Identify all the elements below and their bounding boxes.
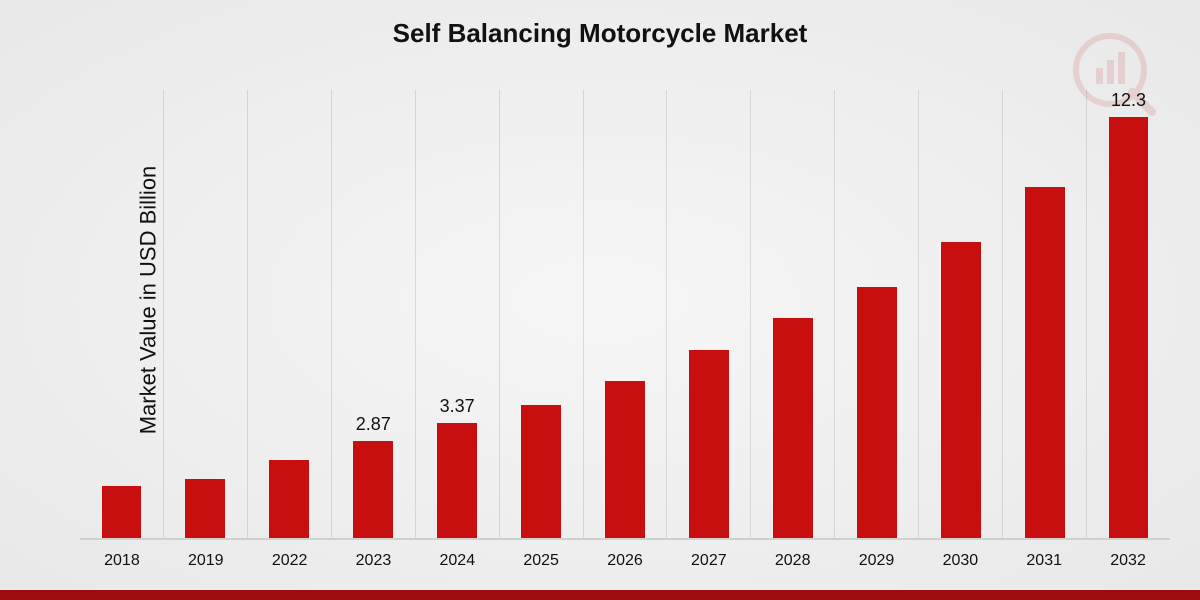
chart-title: Self Balancing Motorcycle Market: [0, 18, 1200, 49]
x-tick-label: 2019: [164, 552, 248, 572]
bar-slot: [1003, 90, 1087, 540]
bar-slot: [584, 90, 668, 540]
bar-slot: [751, 90, 835, 540]
x-tick-label: 2023: [332, 552, 416, 572]
x-tick-label: 2032: [1086, 552, 1170, 572]
bar: [857, 287, 897, 540]
chart-container: Self Balancing Motorcycle Market Market …: [0, 0, 1200, 600]
bar-value-label: 2.87: [356, 414, 391, 435]
bar-slot: 3.37: [416, 90, 500, 540]
bar: [1109, 117, 1149, 540]
bar-slot: [919, 90, 1003, 540]
bar: [1025, 187, 1065, 540]
x-tick-label: 2026: [583, 552, 667, 572]
bar-slot: 12.3: [1087, 90, 1170, 540]
bar-slot: [835, 90, 919, 540]
bar: [102, 486, 142, 540]
x-tick-label: 2031: [1002, 552, 1086, 572]
plot-area: 2.87 3.37 12.3: [80, 90, 1170, 540]
bar-slot: [248, 90, 332, 540]
x-axis: 2018201920222023202420252026202720282029…: [80, 552, 1170, 572]
x-tick-label: 2018: [80, 552, 164, 572]
bar: [773, 318, 813, 540]
bar-slot: [80, 90, 164, 540]
bar: [521, 405, 561, 540]
bars-row: 2.87 3.37 12.3: [80, 90, 1170, 540]
bar-slot: [500, 90, 584, 540]
x-tick-label: 2025: [499, 552, 583, 572]
bar-slot: [667, 90, 751, 540]
x-tick-label: 2022: [248, 552, 332, 572]
bar: [605, 381, 645, 540]
bar: [689, 350, 729, 540]
bar-value-label: 12.3: [1111, 90, 1146, 111]
footer-accent-bar: [0, 590, 1200, 600]
x-tick-label: 2030: [918, 552, 1002, 572]
x-baseline: [80, 538, 1170, 540]
bar: [185, 479, 225, 540]
x-tick-label: 2029: [835, 552, 919, 572]
bar: [941, 242, 981, 540]
bar-slot: 2.87: [332, 90, 416, 540]
bar: [437, 423, 477, 540]
bar: [269, 460, 309, 540]
x-tick-label: 2027: [667, 552, 751, 572]
x-tick-label: 2028: [751, 552, 835, 572]
x-tick-label: 2024: [415, 552, 499, 572]
bar-value-label: 3.37: [440, 396, 475, 417]
bar: [353, 441, 393, 540]
bar-slot: [164, 90, 248, 540]
